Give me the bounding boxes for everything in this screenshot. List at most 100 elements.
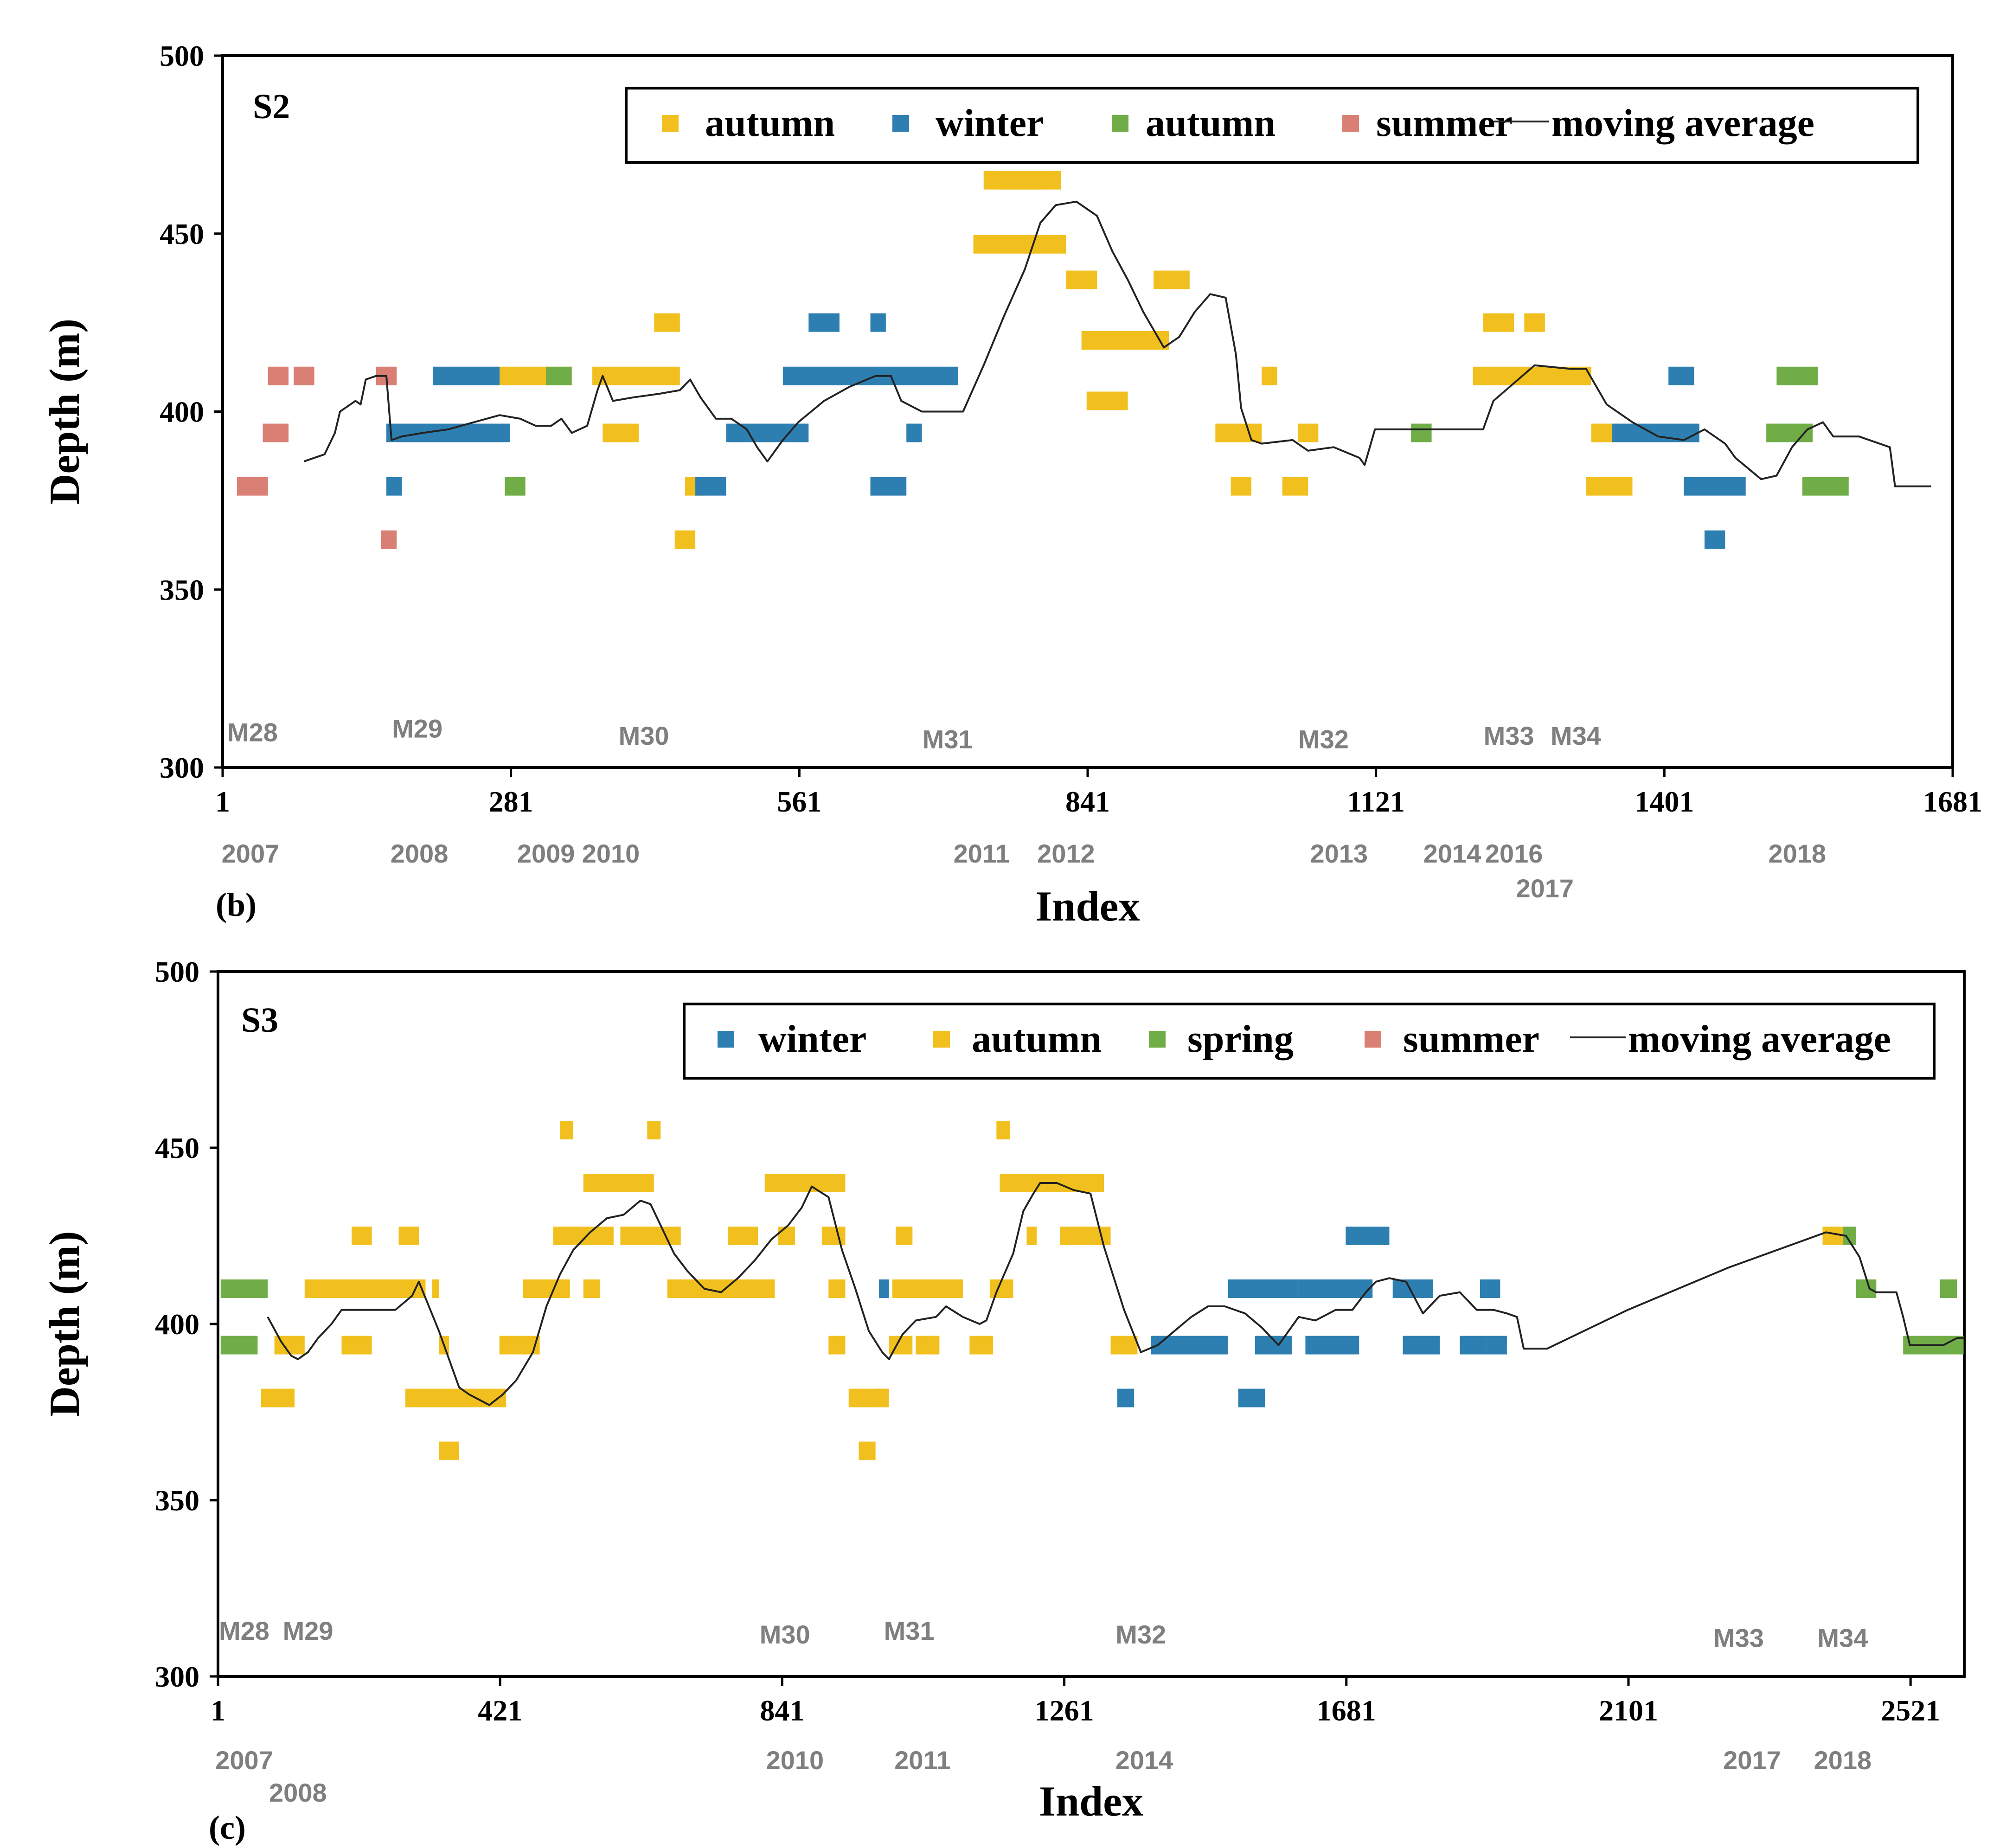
series-line [267, 1182, 1964, 1406]
legend-label: summer [1376, 102, 1513, 145]
data-point-autumn [916, 1336, 940, 1355]
data-point-winter [1403, 1336, 1440, 1355]
data-point-autumn [999, 171, 1061, 190]
panel-tag: (c) [209, 1809, 246, 1846]
legend-label: moving average [1551, 102, 1814, 145]
data-point-autumn [764, 1174, 846, 1192]
y-tick-label: 500 [155, 955, 199, 988]
data-point-spring [1766, 423, 1813, 442]
data-point-winter [878, 1279, 889, 1298]
data-point-autumn [603, 423, 639, 442]
legend-marker-summer [1365, 1031, 1381, 1048]
data-point-winter [695, 477, 726, 496]
year-label: 2018 [1768, 839, 1826, 868]
y-tick-label: 500 [160, 39, 204, 72]
year-label: 2017 [1516, 874, 1574, 903]
data-point-autumn [620, 1227, 681, 1245]
legend: winter autumn spring summer moving average [683, 1003, 1936, 1080]
legend-marker-summer [1342, 115, 1359, 132]
data-point-autumn [352, 1227, 372, 1245]
data-point-autumn [583, 1279, 600, 1298]
year-label: 2010 [582, 839, 640, 868]
data-point-winter [1346, 1227, 1390, 1245]
data-point-winter [1460, 1336, 1487, 1355]
year-label: 2011 [894, 1746, 951, 1775]
data-point-autumn [261, 1388, 295, 1407]
data-point-autumn [859, 1441, 876, 1460]
series-tag: S2 [253, 87, 290, 126]
panel-b: 300 350 400 450 500 1 281 561 841 1121 1401 1681 Ind… [41, 39, 1982, 930]
data-point-spring [220, 1336, 258, 1355]
y-tick-label: 400 [155, 1308, 199, 1341]
x-tick-label: 1401 [1635, 785, 1694, 818]
year-label: 2010 [766, 1746, 824, 1775]
data-point-autumn [647, 1121, 661, 1139]
data-point-autumn [778, 1227, 795, 1245]
data-point-winter [1151, 1336, 1228, 1355]
data-point-autumn [674, 530, 696, 549]
y-tick-label: 450 [155, 1132, 199, 1164]
series-line [303, 200, 1931, 487]
mission-label: M32 [1115, 1620, 1166, 1649]
data-point-winter [782, 366, 958, 385]
year-label: 2009 [517, 839, 575, 868]
mission-label: M33 [1484, 721, 1534, 750]
data-point-summer [381, 530, 397, 549]
legend-label: autumn [705, 102, 835, 145]
x-tick-label: 281 [489, 785, 533, 818]
legend-label: moving average [1628, 1017, 1891, 1061]
data-point-winter [432, 366, 500, 385]
data-point-autumn [1297, 423, 1319, 442]
panel-c: 300 350 400 450 500 1 421 841 1261 1681 2101 2521 In… [41, 955, 1966, 1846]
data-point-winter [386, 423, 510, 442]
legend-marker-autumn [662, 115, 679, 132]
data-point-autumn [1524, 313, 1545, 332]
data-point-autumn [553, 1227, 614, 1245]
mission-label: M29 [392, 714, 442, 743]
year-label: 2018 [1814, 1746, 1872, 1775]
x-tick-label: 1 [215, 785, 230, 818]
mission-label: M31 [884, 1616, 935, 1645]
x-tick-label: 1121 [1347, 785, 1404, 818]
data-point-spring [546, 366, 572, 385]
year-label: 2014 [1423, 839, 1481, 868]
data-point-summer [263, 423, 289, 442]
data-point-spring [505, 477, 526, 496]
data-point-winter [1684, 477, 1746, 496]
data-point-autumn [1473, 366, 1591, 385]
data-point-spring [1856, 1279, 1877, 1298]
moving-average-line [303, 200, 1931, 487]
legend-marker-winter [718, 1031, 734, 1048]
y-tick-label: 350 [155, 1484, 199, 1517]
data-point-autumn [523, 1279, 570, 1298]
data-point-autumn [1231, 477, 1252, 496]
moving-average-line [267, 1182, 1964, 1406]
data-point-winter [1238, 1388, 1265, 1407]
data-point-summer [237, 477, 268, 496]
legend-marker-autumn [933, 1031, 950, 1048]
year-label: 2014 [1115, 1746, 1173, 1775]
data-point-autumn [439, 1441, 459, 1460]
mission-label: M34 [1817, 1623, 1868, 1652]
year-label: 2007 [222, 839, 280, 868]
x-tick-label: 1681 [1317, 1694, 1376, 1727]
data-point-autumn [728, 1227, 758, 1245]
x-tick-label: 2521 [1881, 1694, 1940, 1727]
mission-label: M30 [619, 721, 669, 750]
x-tick-label: 421 [478, 1694, 522, 1727]
data-point-autumn [583, 1174, 654, 1192]
x-tick-label: 841 [760, 1694, 804, 1727]
data-point-autumn [295, 1336, 305, 1355]
mission-label: M28 [219, 1616, 269, 1645]
data-point-autumn [1081, 331, 1169, 350]
data-point-winter [1228, 1279, 1299, 1298]
x-tick-label: 561 [777, 785, 821, 818]
data-point-autumn [398, 1227, 419, 1245]
x-tick-label: 1681 [1923, 785, 1982, 818]
series-tag: S3 [241, 1001, 278, 1040]
data-point-winter [1487, 1336, 1507, 1355]
year-label: 2012 [1037, 839, 1095, 868]
data-point-autumn [432, 1279, 439, 1298]
legend-marker-spring [1149, 1031, 1166, 1048]
